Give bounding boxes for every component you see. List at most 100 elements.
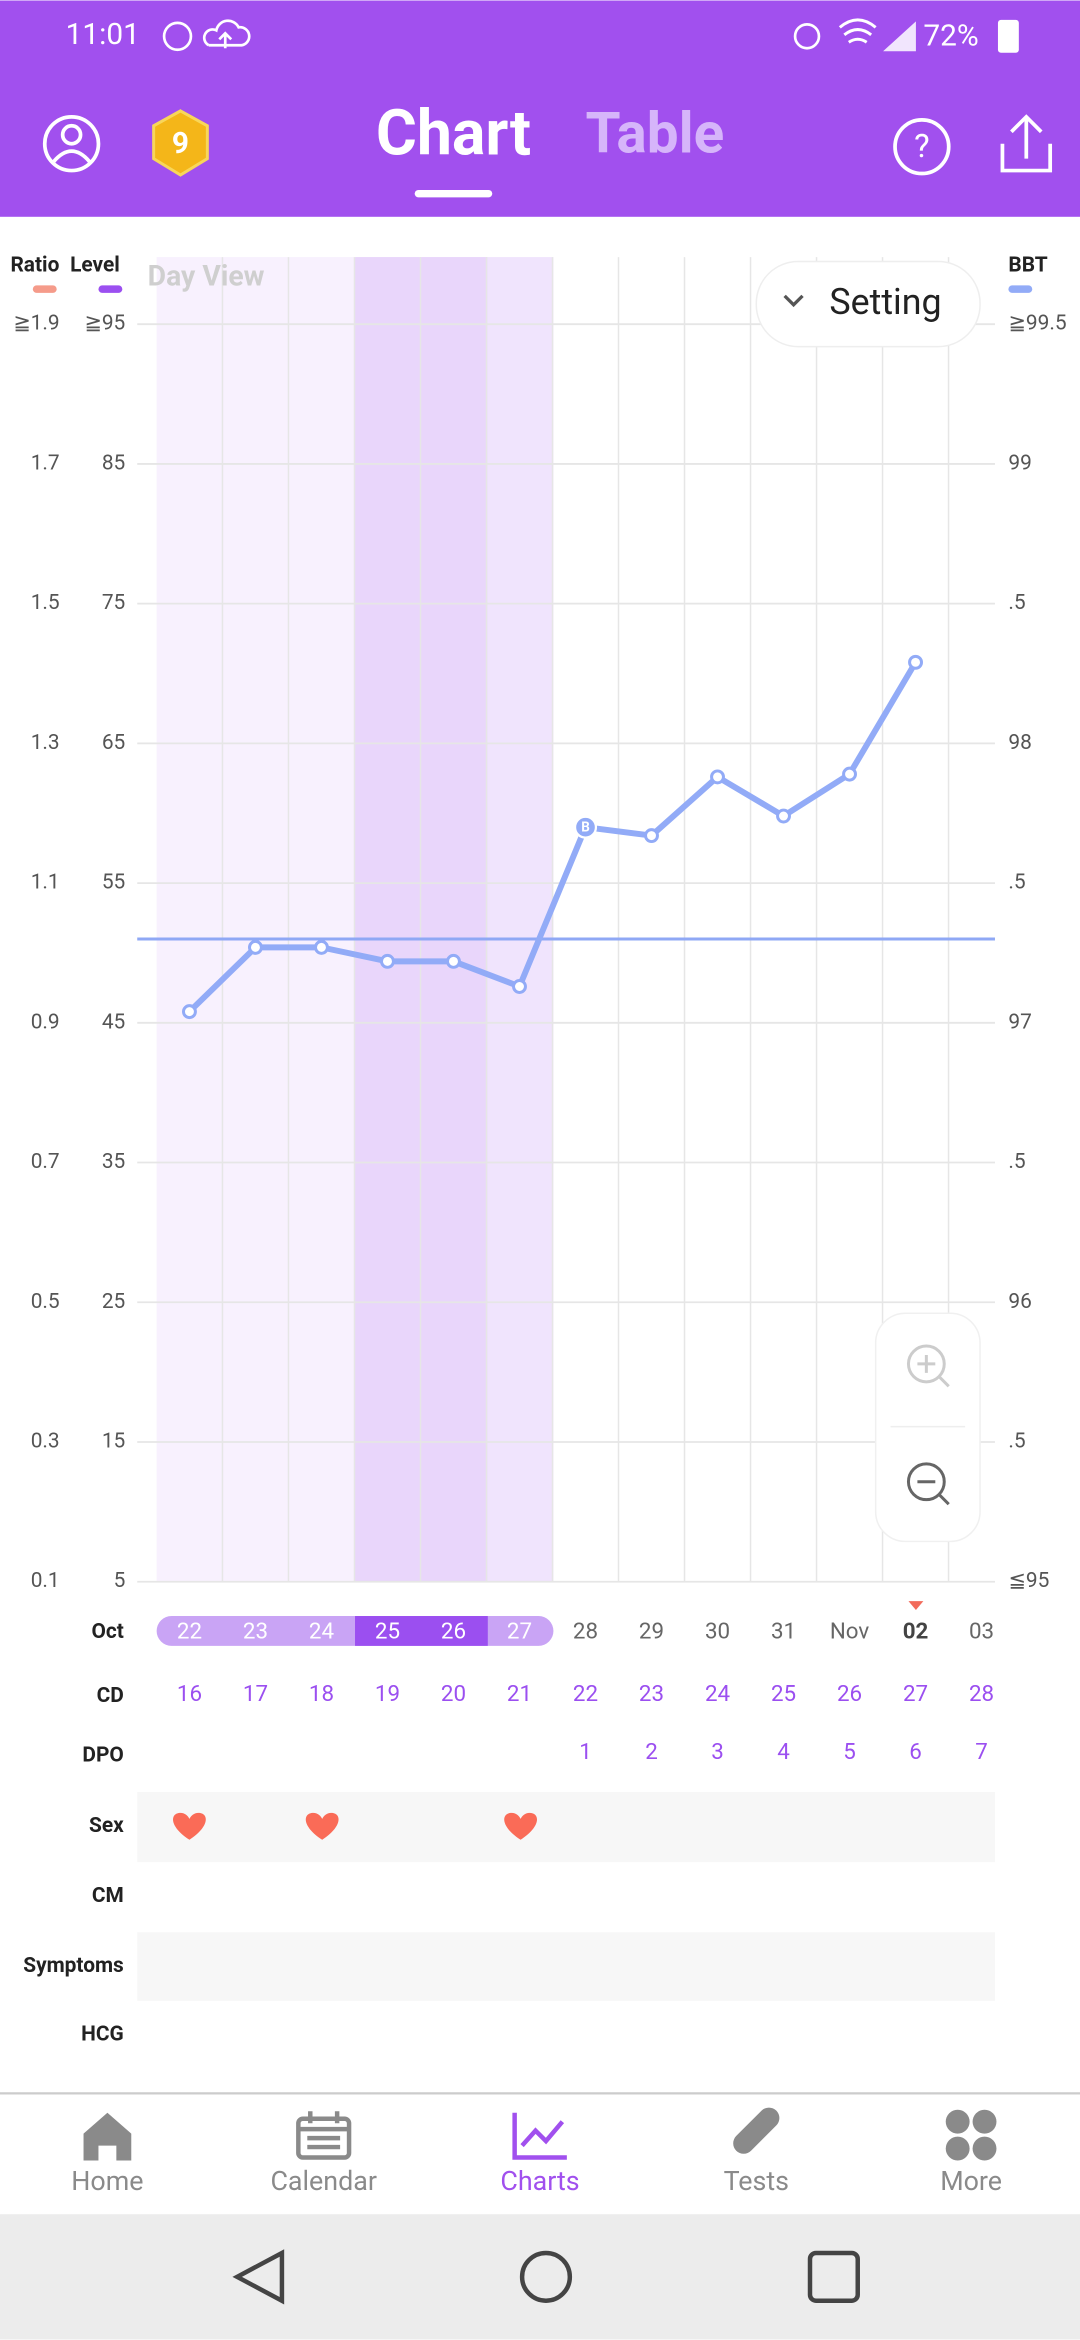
ratio-tick-label: 0.3	[31, 1430, 60, 1454]
x-tick-label: 28	[573, 1618, 598, 1644]
nav-calendar[interactable]: Calendar	[270, 2111, 377, 2197]
dpo-value: 4	[777, 1739, 790, 1765]
row-label: HCG	[81, 2023, 124, 2047]
tab-indicator	[414, 189, 493, 198]
ratio-legend	[32, 285, 57, 293]
ratio-tick-label: 0.1	[31, 1569, 60, 1593]
nav-label: Tests	[724, 2165, 789, 2197]
dpo-value: 7	[975, 1739, 988, 1765]
ratio-tick-label: 0.5	[31, 1290, 60, 1314]
y-tick-label: 98	[1008, 731, 1031, 755]
dpo-value: 2	[645, 1739, 658, 1765]
zoom-controls	[874, 1312, 981, 1543]
home-button[interactable]	[519, 2250, 573, 2303]
level-tick-label: 25	[102, 1290, 125, 1314]
level-badge[interactable]: 9	[152, 109, 209, 177]
level-tick-label: ≧95	[84, 312, 125, 336]
bbt-point	[512, 979, 527, 994]
setting-button[interactable]: Setting	[755, 260, 981, 348]
nav-charts[interactable]: Charts	[500, 2112, 580, 2197]
x-tick-label: Nov	[830, 1618, 870, 1644]
x-tick-label: 29	[639, 1618, 664, 1644]
level-tick-label: 65	[102, 731, 125, 755]
svg-text:?: ?	[914, 128, 930, 166]
x-tick-label: 26	[441, 1618, 466, 1644]
nav-more[interactable]: More	[940, 2109, 1002, 2197]
x-tick-label: 02	[903, 1618, 929, 1644]
row-label: CD	[97, 1684, 124, 1708]
bbt-point	[908, 654, 923, 670]
header-bg	[0, 0, 1080, 217]
dpo-value: 1	[579, 1739, 592, 1765]
view-label: Day View	[148, 259, 265, 292]
ratio-label: Ratio	[10, 254, 59, 278]
back-button[interactable]	[232, 2249, 285, 2305]
x-tick-label: 24	[309, 1618, 335, 1644]
system-nav	[0, 2214, 1080, 2340]
help-button[interactable]: ?	[893, 117, 951, 176]
tab-chart[interactable]: Chart	[376, 97, 531, 170]
level-tick-label: 85	[102, 451, 125, 475]
bbt-point	[247, 939, 263, 955]
bbt-point	[181, 1004, 197, 1020]
bbt-label: BBT	[1008, 254, 1047, 278]
row-label: CM	[92, 1884, 124, 1908]
cycle-day: 22	[573, 1681, 598, 1707]
row-bg	[137, 1932, 995, 2001]
nav-home[interactable]: Home	[71, 2112, 144, 2197]
cycle-day: 28	[969, 1681, 994, 1707]
badge-number: 9	[172, 126, 189, 161]
cycle-day: 21	[507, 1681, 532, 1707]
bbt-point	[314, 939, 329, 955]
y-tick-label: .5	[1008, 591, 1025, 615]
x-tick-label: 25	[375, 1618, 400, 1644]
status-icon	[162, 21, 193, 52]
share-button[interactable]	[1000, 114, 1053, 173]
bbt-point	[644, 828, 659, 844]
sex-hearts	[173, 1812, 537, 1840]
y-tick-label: .5	[1008, 1430, 1025, 1454]
tab-table[interactable]: Table	[585, 100, 724, 167]
bbt-point	[776, 808, 791, 824]
status-icon	[793, 23, 821, 50]
status-time: 11:01	[66, 17, 140, 52]
bbt-legend	[1008, 285, 1033, 293]
nav-label: Calendar	[270, 2165, 377, 2197]
zoom-in[interactable]	[906, 1344, 950, 1388]
row-label: Oct	[91, 1620, 123, 1644]
ovulation-marker: B	[581, 820, 590, 835]
cycle-day: 27	[903, 1681, 928, 1707]
row-bg	[137, 1792, 995, 1863]
nav-tests[interactable]: Tests	[724, 2103, 789, 2197]
ratio-tick-label: ≧1.9	[13, 312, 59, 336]
nav-label: Home	[71, 2165, 143, 2197]
setting-text: Setting	[829, 281, 941, 323]
ratio-tick-label: 1.5	[31, 591, 60, 615]
cycle-day: 24	[705, 1681, 731, 1707]
ratio-tick-label: 1.7	[31, 451, 60, 475]
dpo-value: 3	[711, 1739, 724, 1765]
level-tick-label: 5	[114, 1569, 126, 1593]
row-label: Sex	[89, 1814, 124, 1838]
zoom-out[interactable]	[906, 1462, 950, 1506]
recent-button[interactable]	[807, 2250, 860, 2303]
cycle-day: 18	[309, 1681, 334, 1707]
bbt-point	[446, 953, 461, 969]
today-marker	[908, 1601, 924, 1611]
level-legend	[98, 285, 123, 293]
heart-icon	[504, 1812, 537, 1840]
y-tick-label: .5	[1008, 1150, 1025, 1174]
bbt-point	[710, 769, 725, 785]
cycle-day: 17	[243, 1681, 268, 1707]
level-tick-label: 15	[102, 1430, 125, 1454]
wifi-icon	[838, 18, 877, 44]
chart: ≧99.5 99 .5 98 .5 97 .5 96 .5 ≦95 ≧1.9 1.7 1.5 1.3 1.1…	[13, 257, 1067, 1765]
battery-text: 72%	[923, 19, 978, 54]
profile-button[interactable]	[42, 114, 101, 173]
heart-icon	[305, 1812, 339, 1840]
heart-icon	[173, 1812, 206, 1840]
bbt-point	[842, 766, 857, 782]
cycle-day: 19	[375, 1681, 400, 1707]
ratio-tick-label: 1.1	[31, 871, 60, 895]
